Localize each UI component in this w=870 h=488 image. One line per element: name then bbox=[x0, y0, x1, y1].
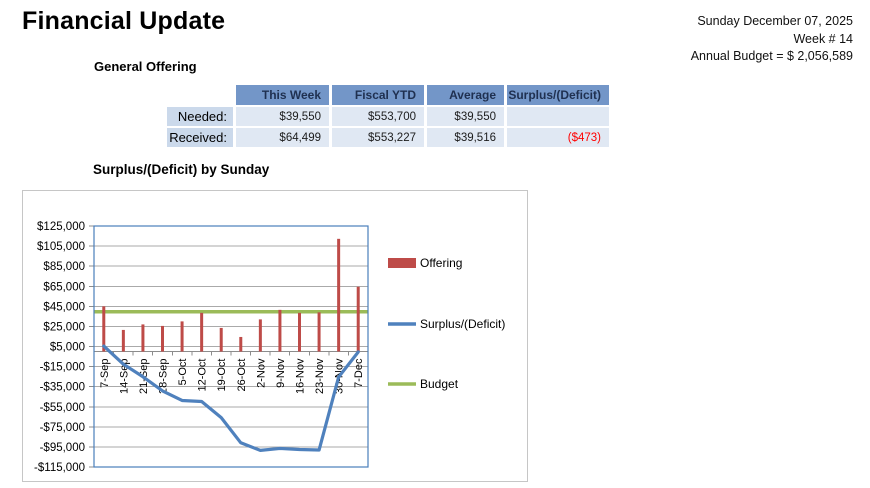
needed-fiscal-ytd: $553,700 bbox=[332, 107, 424, 126]
y-axis-label: $25,000 bbox=[43, 321, 85, 333]
offering-bar bbox=[180, 321, 184, 352]
x-axis-label: 19-Oct bbox=[216, 359, 228, 392]
table-row-received: Received: $64,499 $553,227 $39,516 ($473… bbox=[167, 128, 609, 147]
x-axis-label: 16-Nov bbox=[295, 358, 307, 394]
report-meta: Sunday December 07, 2025 Week # 14 Annua… bbox=[691, 13, 853, 66]
x-axis-label: 12-Oct bbox=[197, 359, 209, 392]
column-header-fiscal-ytd: Fiscal YTD bbox=[332, 85, 424, 105]
needed-surplus bbox=[507, 107, 609, 126]
offering-bar bbox=[161, 325, 164, 352]
x-axis-label: 5-Oct bbox=[177, 359, 189, 386]
y-axis-label: $45,000 bbox=[43, 301, 85, 313]
legend-label: Offering bbox=[420, 256, 462, 270]
x-axis-label: 9-Nov bbox=[275, 358, 287, 388]
offering-table: This Week Fiscal YTD Average Surplus/(De… bbox=[164, 83, 612, 149]
y-axis-label: $65,000 bbox=[43, 281, 85, 293]
offering-bar bbox=[278, 309, 282, 352]
y-axis-label: -$95,000 bbox=[40, 442, 85, 454]
needed-this-week: $39,550 bbox=[236, 107, 329, 126]
received-average: $39,516 bbox=[427, 128, 504, 147]
offering-bar bbox=[102, 306, 106, 352]
offering-bar bbox=[298, 312, 301, 352]
row-label-needed: Needed: bbox=[167, 107, 233, 126]
offering-bar bbox=[141, 324, 145, 352]
report-date: Sunday December 07, 2025 bbox=[697, 14, 853, 28]
received-fiscal-ytd: $553,227 bbox=[332, 128, 424, 147]
x-axis-label: 23-Nov bbox=[314, 358, 326, 394]
column-header-this-week: This Week bbox=[236, 85, 329, 105]
surplus-line bbox=[102, 344, 360, 452]
table-header-row: This Week Fiscal YTD Average Surplus/(De… bbox=[167, 85, 609, 105]
y-axis-label: $5,000 bbox=[50, 342, 85, 354]
chart-title: Surplus/(Deficit) by Sunday bbox=[93, 162, 270, 177]
offering-bar bbox=[121, 329, 125, 352]
y-axis-label: -$75,000 bbox=[40, 422, 85, 434]
table-row-needed: Needed: $39,550 $553,700 $39,550 bbox=[167, 107, 609, 126]
x-axis-label: 2-Nov bbox=[255, 358, 267, 388]
chart-frame: $125,000 $105,000 $85,000 $65,000 $45,000 $25… bbox=[22, 190, 528, 482]
x-axis-label: 26-Oct bbox=[236, 359, 248, 392]
y-axis-label: $85,000 bbox=[43, 261, 85, 273]
legend-label: Surplus/(Deficit) bbox=[420, 317, 505, 331]
general-offering-heading: General Offering bbox=[94, 59, 197, 74]
received-surplus-deficit: ($473) bbox=[507, 128, 609, 147]
annual-budget: Annual Budget = $ 2,056,589 bbox=[690, 49, 853, 63]
legend-label: Budget bbox=[420, 377, 459, 391]
corner-cell bbox=[167, 85, 233, 105]
y-axis-label: $105,000 bbox=[37, 241, 85, 253]
offering-bar bbox=[337, 238, 341, 352]
offering-bar bbox=[258, 319, 262, 352]
row-label-received: Received: bbox=[167, 128, 233, 147]
received-this-week: $64,499 bbox=[236, 128, 329, 147]
x-axis-label: 7-Sep bbox=[99, 359, 111, 388]
offering-bar bbox=[239, 336, 243, 352]
chart-canvas: $125,000 $105,000 $85,000 $65,000 $45,000 $25… bbox=[34, 221, 505, 474]
offering-bar bbox=[200, 312, 204, 352]
legend-swatch-bar bbox=[388, 258, 416, 268]
column-header-average: Average bbox=[427, 85, 504, 105]
y-axis-label: -$55,000 bbox=[40, 402, 85, 414]
offering-bar bbox=[356, 286, 360, 352]
y-axis-label: $125,000 bbox=[37, 221, 85, 233]
x-axis-label: 7-Dec bbox=[353, 358, 365, 388]
column-header-surplus-deficit: Surplus/(Deficit) bbox=[507, 85, 609, 105]
needed-average: $39,550 bbox=[427, 107, 504, 126]
y-axis-label: -$115,000 bbox=[34, 462, 85, 474]
offering-bar bbox=[219, 327, 223, 352]
plot-border bbox=[93, 225, 369, 468]
y-axis-label: -$35,000 bbox=[40, 382, 85, 394]
x-axis-label: 28-Sep bbox=[158, 359, 170, 394]
offering-bar bbox=[317, 312, 321, 352]
week-number: Week # 14 bbox=[793, 31, 853, 46]
y-axis-label: -$15,000 bbox=[40, 362, 85, 374]
page-title: Financial Update bbox=[22, 7, 226, 35]
